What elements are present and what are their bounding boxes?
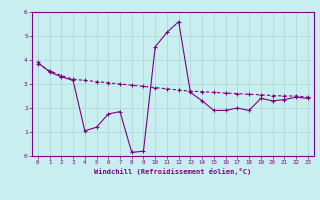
X-axis label: Windchill (Refroidissement éolien,°C): Windchill (Refroidissement éolien,°C) — [94, 168, 252, 175]
